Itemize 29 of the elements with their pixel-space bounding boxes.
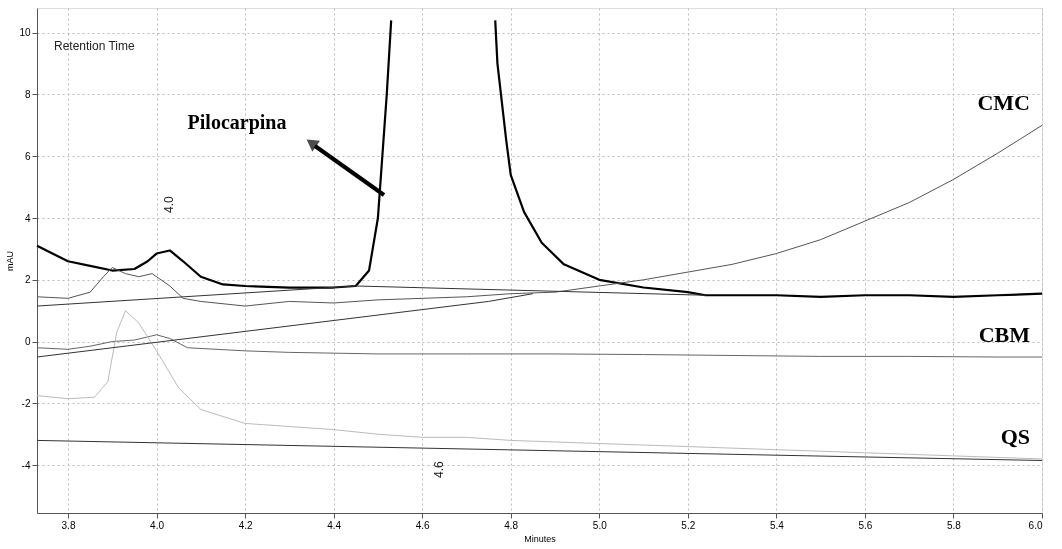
y-tick-label: 4 bbox=[24, 212, 31, 224]
x-tick-label: 4.0 bbox=[150, 519, 165, 531]
series-label: QS bbox=[1000, 423, 1030, 449]
y-tick-label: 6 bbox=[24, 150, 31, 162]
y-tick-label: 10 bbox=[19, 27, 31, 39]
x-tick-label: 5.8 bbox=[947, 519, 962, 531]
y-tick-label: -4 bbox=[21, 459, 31, 471]
x-tick-label: 3.8 bbox=[61, 519, 76, 531]
x-tick-label: 4.6 bbox=[415, 519, 431, 531]
x-tick-label: 4.2 bbox=[238, 519, 253, 531]
annotation: Pilocarpina bbox=[187, 111, 287, 134]
x-tick-label: 4.8 bbox=[504, 519, 519, 531]
annotation: Retention Time bbox=[54, 39, 136, 53]
series-label: CMC bbox=[977, 90, 1030, 116]
x-tick-label: 5.2 bbox=[681, 519, 696, 531]
x-tick-label: 6.0 bbox=[1028, 519, 1043, 531]
y-tick-label: 8 bbox=[24, 88, 31, 100]
x-tick-label: 4.4 bbox=[327, 519, 342, 531]
x-tick-label: 5.4 bbox=[769, 519, 785, 531]
series-label: CBM bbox=[978, 322, 1031, 348]
y-axis-title: mAU bbox=[5, 251, 16, 271]
x-tick-label: 5.0 bbox=[592, 519, 608, 531]
annotation: 4.6 bbox=[432, 460, 446, 478]
y-tick-label: 2 bbox=[24, 274, 31, 286]
y-tick-label: 0 bbox=[24, 336, 31, 348]
x-axis-title: Minutes bbox=[524, 533, 557, 544]
annotation: 4.0 bbox=[162, 195, 176, 213]
y-tick-label: -2 bbox=[21, 397, 31, 409]
x-tick-label: 5.6 bbox=[858, 519, 873, 531]
